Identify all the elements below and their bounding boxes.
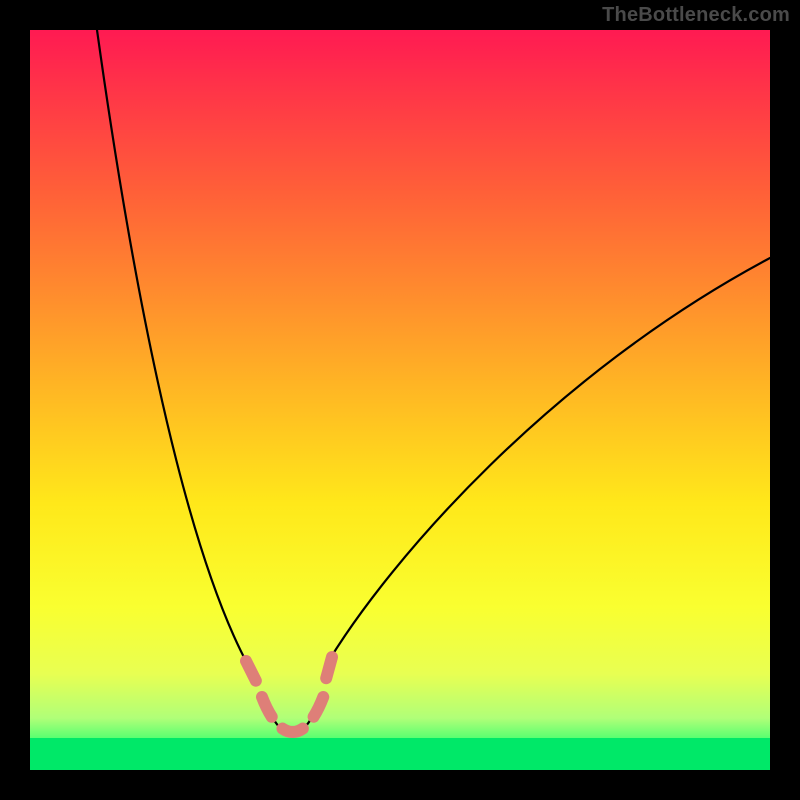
canvas-root: TheBottleneck.com xyxy=(0,0,800,800)
curve-left-descent xyxy=(97,30,248,665)
black-curve-group xyxy=(97,30,770,734)
dotted-overlay-group xyxy=(246,657,332,732)
dots-left-dots xyxy=(246,661,262,693)
curve-layer xyxy=(30,30,770,770)
watermark-text: TheBottleneck.com xyxy=(602,4,790,27)
dots-right-dots xyxy=(323,657,332,690)
curve-right-ascent xyxy=(328,258,770,662)
dots-bottom-dots xyxy=(262,695,324,732)
plot-area xyxy=(30,30,770,770)
